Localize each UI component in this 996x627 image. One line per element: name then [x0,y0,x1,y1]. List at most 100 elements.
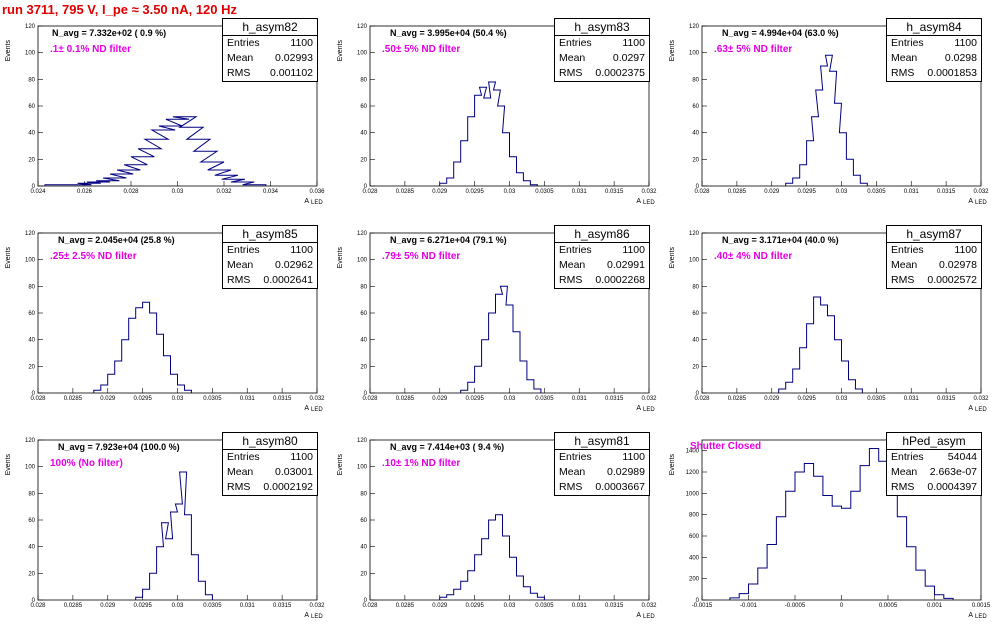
stats-box: h_asym86 Entries 1100 Mean 0.02991 RMS 0.00022… [554,225,650,289]
stats-label: Mean [559,466,586,478]
x-tick-label: 0.03 [504,396,516,402]
n-avg-annotation: N_avg = 7.332e+02 ( 0.9 %) [52,28,167,38]
y-tick-label: 120 [689,24,700,30]
x-axis-label-subscript: LED [311,200,323,206]
y-tick-label: 80 [28,284,35,290]
filter-annotation: .10± 1% ND filter [382,458,461,469]
histogram-name: h_asym87 [887,226,981,243]
y-tick-label: 100 [689,51,700,57]
stats-value: 1100 [954,37,977,49]
stats-row-entries: Entries 1100 [887,36,981,51]
y-tick-label: 120 [25,24,36,30]
x-tick-label: 0.029 [100,603,116,609]
histogram-series [439,81,538,186]
histogram-svg: 0.028 0.0285 0.029 0.0295 0.03 0.0305 0.031 0.0… [337,231,657,413]
y-tick-label: 100 [25,465,36,471]
histogram-name: h_asym83 [555,19,649,36]
stats-label: RMS [227,481,251,493]
x-tick-label: 0.03 [504,189,516,195]
stats-label: Entries [891,37,924,49]
stats-value: 0.02991 [607,259,645,271]
histogram-pad-hPed_asym: -0.0015 -0.001 -0.0005 0 0.0005 0.001 0.0015 0 2… [664,420,996,627]
y-tick-label: 0 [32,391,36,397]
stats-value: 0.0002375 [595,67,645,79]
stats-value: 1100 [290,37,313,49]
y-axis-label: Events [5,247,12,269]
stats-label: RMS [227,67,251,79]
stats-label: Mean [227,259,254,271]
x-tick-label: 0.0305 [535,189,554,195]
y-tick-label: 100 [689,258,700,264]
x-tick-label: 0.031 [240,603,256,609]
x-axis-label-subscript: LED [311,614,323,620]
stats-value: 0.0004397 [927,481,977,493]
stats-row-rms: RMS 0.0002572 [887,273,981,288]
x-tick-label: 0.0315 [937,189,956,195]
y-tick-label: 100 [25,51,36,57]
y-tick-label: 120 [357,438,368,444]
histogram-pad-h_asym87: 0.028 0.0285 0.029 0.0295 0.03 0.0305 0.031 0.0… [664,213,996,420]
x-tick-label: 0.0285 [396,603,415,609]
y-tick-label: 120 [357,231,368,237]
x-tick-label: 0.0305 [535,396,554,402]
y-tick-label: 400 [689,555,700,561]
stats-label: Mean [227,52,254,64]
filter-annotation: .63± 5% ND filter [714,44,793,55]
stats-box: h_asym81 Entries 1100 Mean 0.02989 RMS 0.00036… [554,432,650,496]
y-tick-label: 20 [28,571,35,577]
stats-row-rms: RMS 0.0002192 [223,480,317,495]
x-tick-label: 0.031 [904,396,920,402]
y-tick-label: 80 [692,284,699,290]
stats-label: Entries [227,451,260,463]
y-tick-label: 60 [360,104,367,110]
y-tick-label: 40 [692,338,699,344]
x-axis-label-subscript: LED [975,614,987,620]
histogram-svg: 0.028 0.0285 0.029 0.0295 0.03 0.0305 0.031 0.0… [669,231,989,413]
y-tick-label: 60 [28,104,35,110]
x-tick-label: 0.036 [309,189,325,195]
stats-value: 0.0297 [612,52,645,64]
y-tick-label: 40 [360,131,367,137]
x-axis-label: A [304,612,309,619]
stats-row-mean: Mean 0.0298 [887,51,981,66]
y-tick-label: 60 [692,311,699,317]
y-tick-label: 600 [689,534,700,540]
y-tick-label: 100 [357,258,368,264]
y-tick-label: 80 [28,491,35,497]
stats-value: 0.02989 [607,466,645,478]
x-tick-label: 0.031 [572,603,588,609]
y-tick-label: 60 [692,104,699,110]
stats-label: Entries [559,37,592,49]
page-title: run 3711, 795 V, I_pe ≈ 3.50 nA, 120 Hz [2,2,238,17]
n-avg-annotation: N_avg = 4.994e+04 (63.0 %) [722,28,839,38]
y-tick-label: 120 [689,231,700,237]
stats-box: h_asym82 Entries 1100 Mean 0.02993 RMS 0.00110… [222,18,318,82]
y-tick-label: 80 [360,284,367,290]
x-tick-label: 0.031 [904,189,920,195]
histogram-svg: 0.028 0.0285 0.029 0.0295 0.03 0.0305 0.031 0.0… [5,231,325,413]
stats-row-rms: RMS 0.0002268 [555,273,649,288]
stats-box: h_asym87 Entries 1100 Mean 0.02978 RMS 0.00025… [886,225,982,289]
x-tick-label: 0.0295 [465,396,484,402]
x-tick-label: 0.0285 [728,189,747,195]
filter-annotation: Shutter Closed [690,441,762,452]
stats-label: Mean [559,259,586,271]
stats-label: Entries [891,451,924,463]
y-tick-label: 0 [364,598,368,604]
x-axis-label: A [968,405,973,412]
x-tick-label: 0.0305 [203,603,222,609]
x-axis-label: A [968,612,973,619]
x-tick-label: 0.0295 [797,396,816,402]
stats-label: RMS [891,481,915,493]
x-tick-label: 0.031 [240,396,256,402]
stats-value: 1100 [622,37,645,49]
filter-annotation: 100% (No filter) [50,458,123,469]
histogram-svg: 0.028 0.0285 0.029 0.0295 0.03 0.0305 0.031 0.0… [337,438,657,620]
x-tick-label: 0.03 [504,603,516,609]
y-tick-label: 800 [689,513,700,519]
x-tick-label: 0.0295 [465,189,484,195]
stats-value: 0.02978 [939,259,977,271]
filter-annotation: .40± 4% ND filter [714,251,793,262]
y-tick-label: 20 [28,157,35,163]
x-tick-label: 0.029 [432,603,448,609]
